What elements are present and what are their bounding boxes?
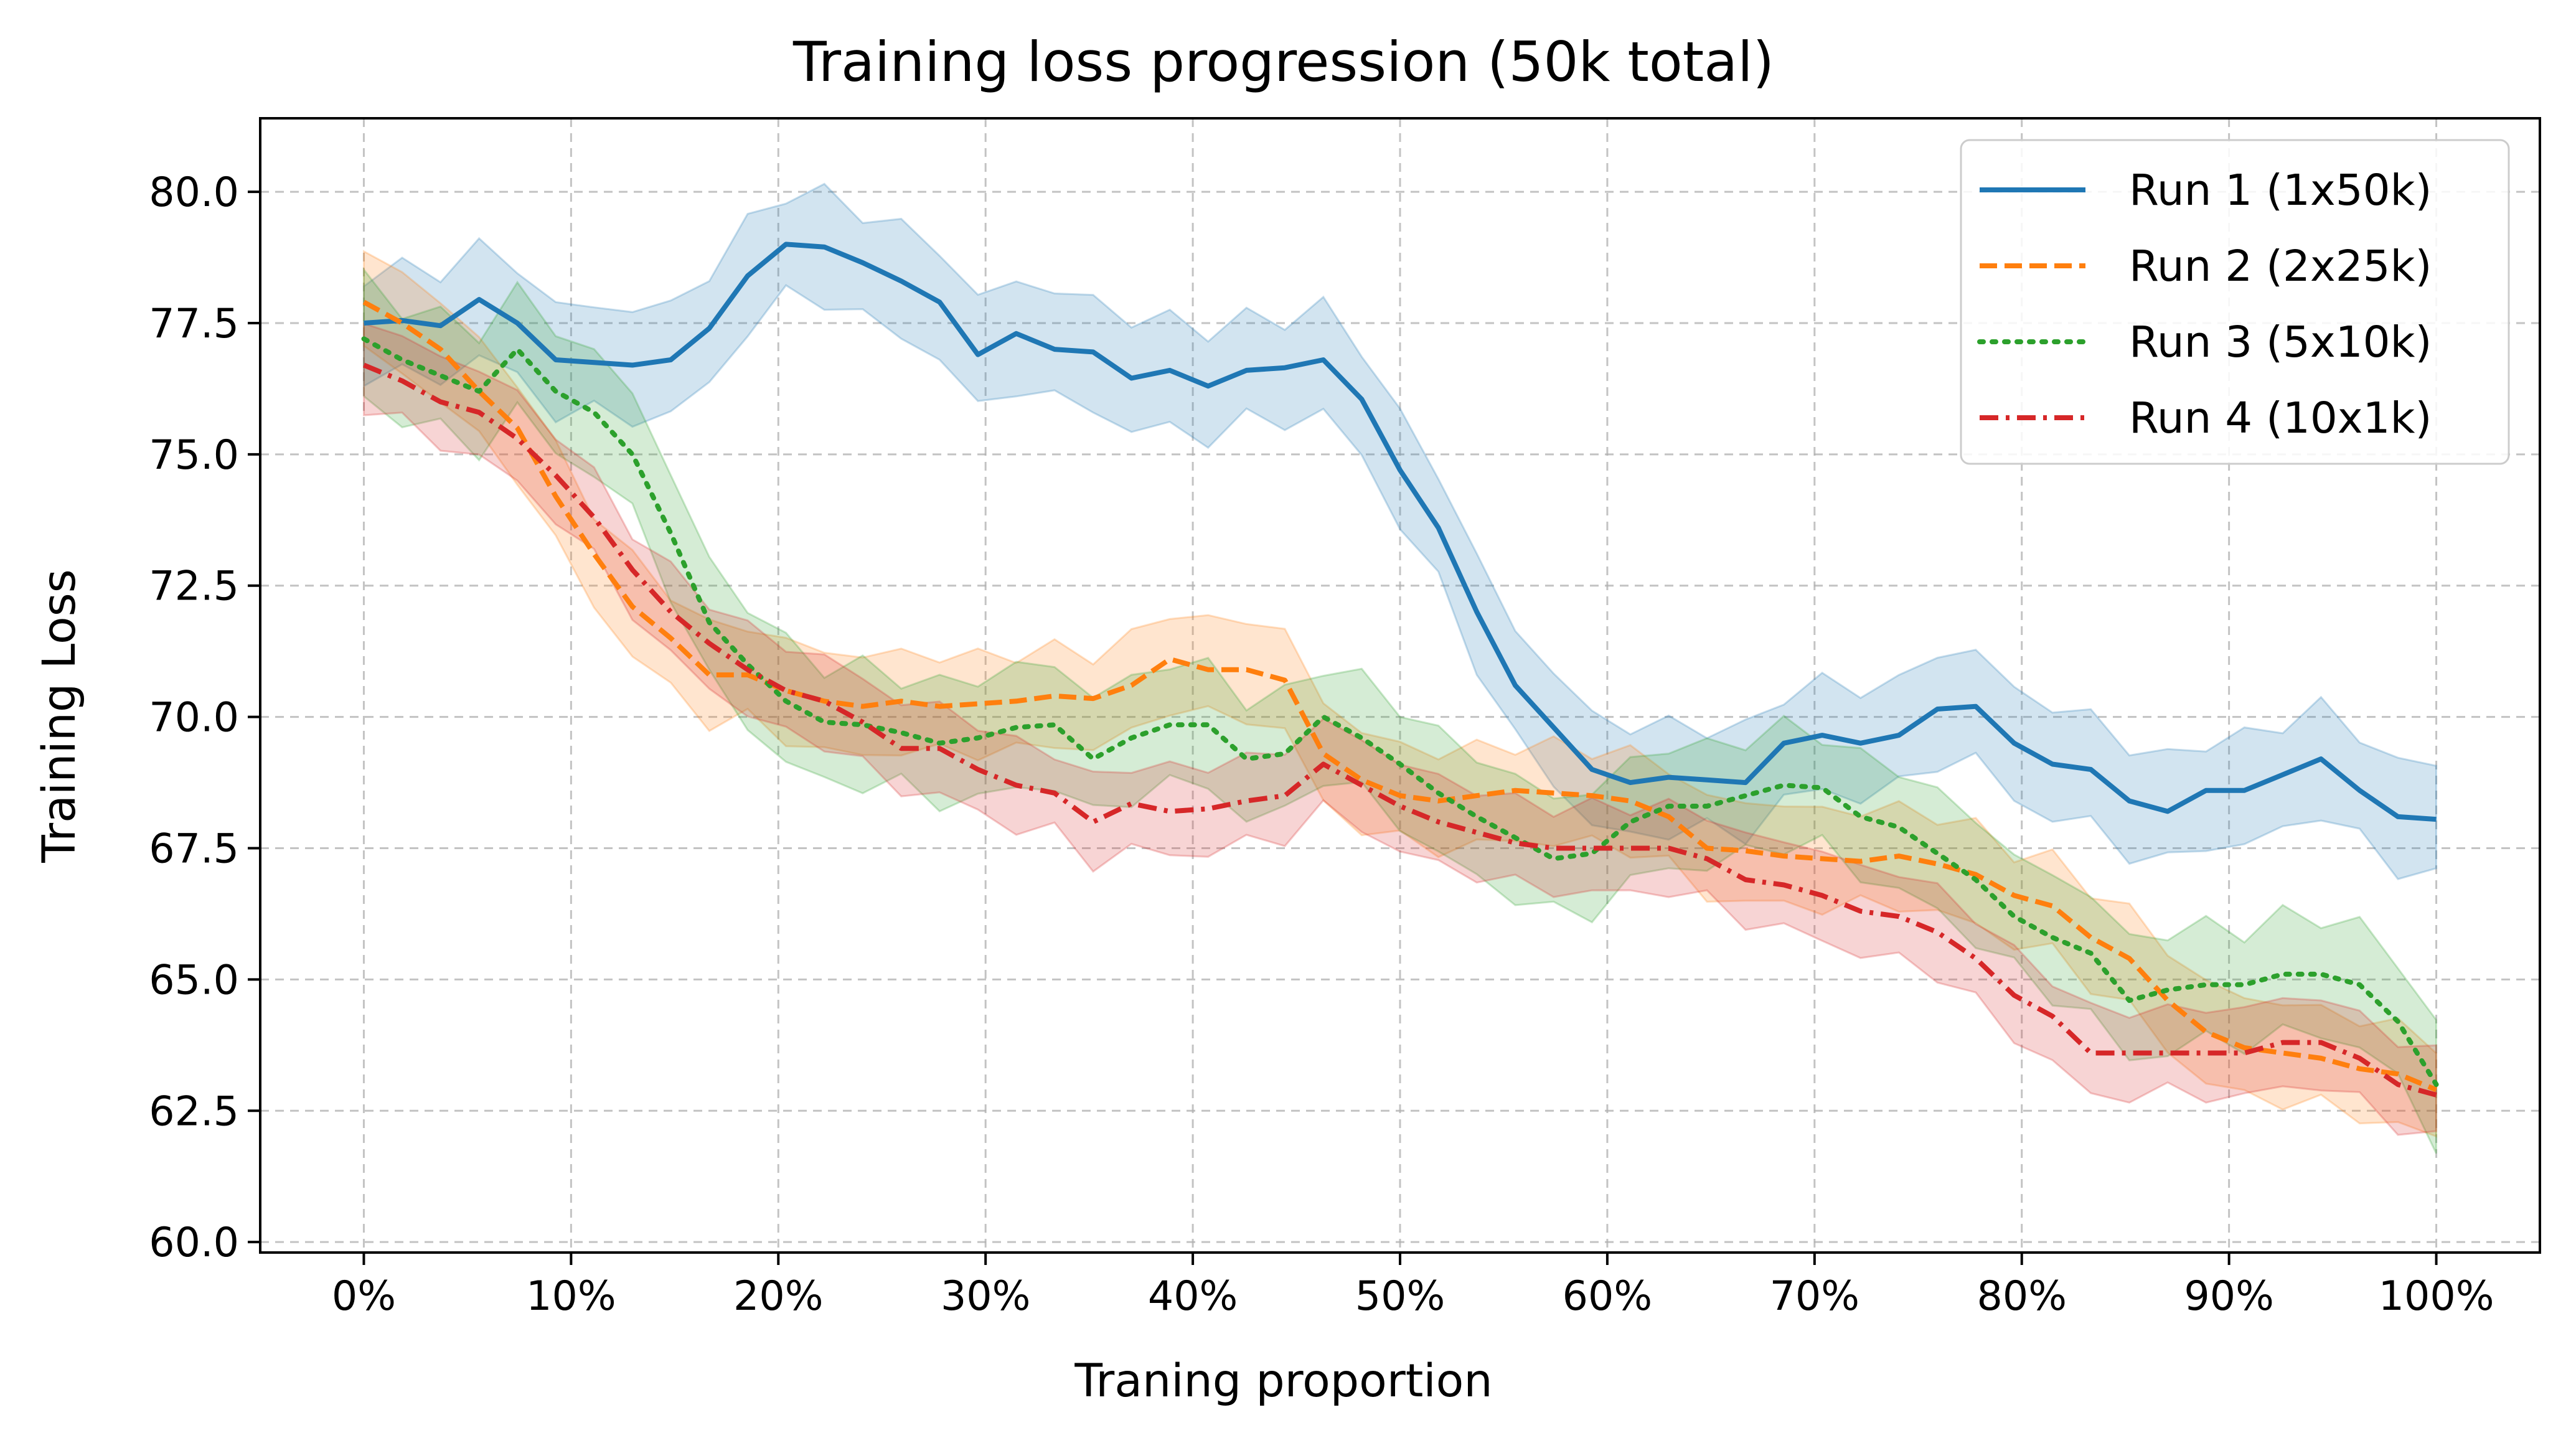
legend-label-2: Run 2 (2x25k): [2129, 242, 2432, 291]
series-band-3: [363, 266, 2437, 1154]
x-tick-label: 80%: [1977, 1273, 2066, 1320]
x-tick-label: 50%: [1355, 1273, 1445, 1320]
tick-layer: 0% 10% 20% 30% 40% 50% 60% 70% 80% 90% 100% 60.0 62.…: [149, 169, 2494, 1320]
y-tick-label: 80.0: [149, 169, 239, 216]
y-tick-label: 75.0: [149, 432, 239, 479]
y-axis-label: Training Loss: [33, 569, 86, 863]
legend-box: [1960, 139, 2510, 465]
x-tick-label: 30%: [941, 1273, 1030, 1320]
x-axis-label: Traning proportion: [1074, 1355, 1492, 1408]
legend-label-1: Run 1 (1x50k): [2129, 166, 2432, 215]
series-band-1: [363, 182, 2437, 880]
y-tick-label: 67.5: [149, 825, 239, 872]
legend-label-3: Run 3 (5x10k): [2129, 317, 2432, 367]
x-tick-label: 10%: [526, 1273, 616, 1320]
series-line-3: [361, 336, 2439, 1088]
series-line-4: [362, 362, 2437, 1098]
chart-title: Training loss progression (50k total): [792, 30, 1774, 94]
y-tick-label: 70.0: [149, 695, 239, 741]
x-tick-label: 40%: [1148, 1273, 1238, 1320]
x-tick-label: 70%: [1770, 1273, 1859, 1320]
series-line-1: [364, 242, 2437, 822]
x-tick-label: 90%: [2184, 1273, 2273, 1320]
y-tick-label: 72.5: [149, 563, 239, 610]
x-tick-label: 60%: [1563, 1273, 1652, 1320]
y-tick-label: 77.5: [149, 301, 239, 347]
x-tick-label: 20%: [733, 1273, 823, 1320]
y-tick-label: 65.0: [149, 957, 239, 1004]
series-band-4: [363, 322, 2437, 1136]
line-layer: [361, 242, 2439, 1098]
legend: Run 1 (1x50k) Run 2 (2x25k) Run 3 (5x10k) R…: [1960, 139, 2510, 465]
legend-label-4: Run 4 (10x1k): [2129, 393, 2432, 443]
y-tick-label: 62.5: [149, 1088, 239, 1135]
x-tick-label: 100%: [2379, 1273, 2494, 1320]
series-line-2: [362, 299, 2438, 1093]
x-tick-label: 0%: [332, 1273, 396, 1320]
y-tick-label: 60.0: [149, 1220, 239, 1266]
